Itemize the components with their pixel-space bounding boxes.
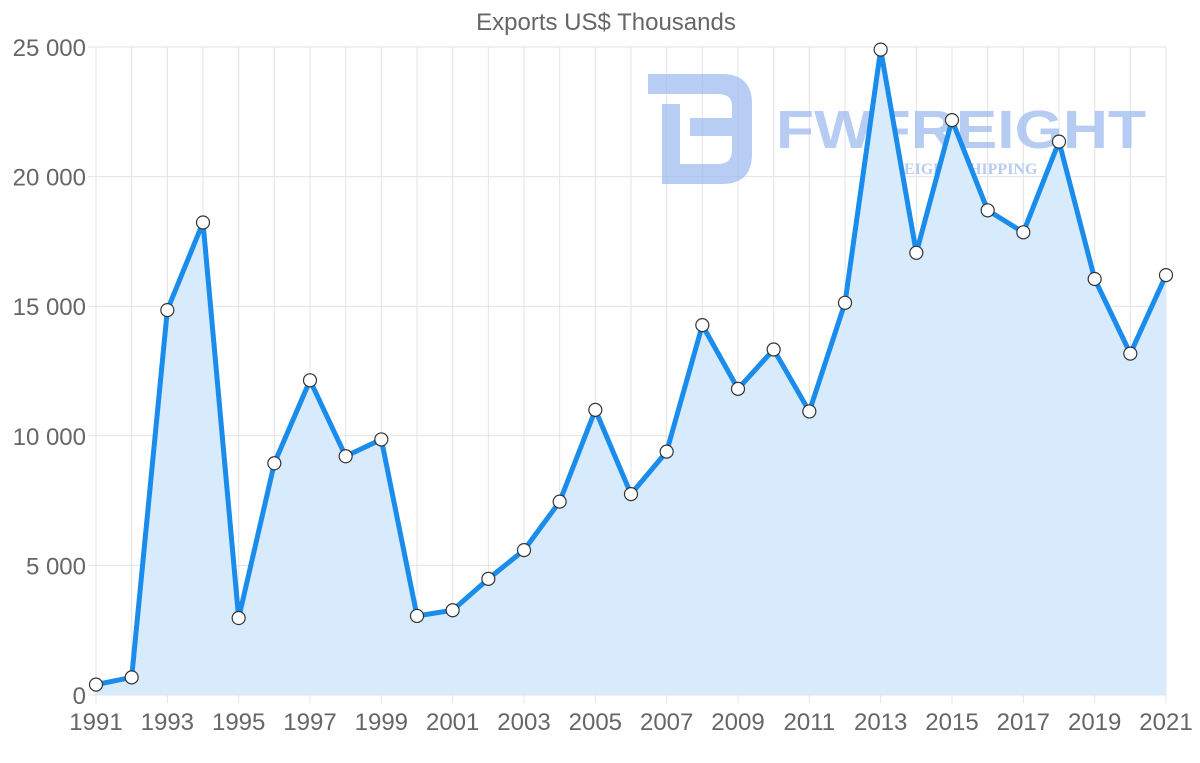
data-point-2000[interactable]	[409, 608, 425, 624]
data-point-2008[interactable]	[695, 318, 710, 333]
x-tick-label: 2013	[854, 709, 907, 736]
x-tick-label: 2005	[569, 709, 622, 736]
data-point-1997[interactable]	[302, 373, 318, 388]
x-tick-label: 1993	[141, 709, 194, 736]
data-point-2012[interactable]	[837, 295, 853, 310]
x-tick-label: 2003	[497, 709, 550, 736]
data-point-1994[interactable]	[195, 215, 211, 230]
x-tick-label: 2009	[711, 709, 764, 736]
x-tick-label: 1999	[355, 709, 408, 736]
data-point-1991[interactable]	[88, 677, 104, 692]
data-point-2002[interactable]	[481, 571, 496, 586]
x-tick-label: 1997	[283, 709, 336, 736]
exports-area	[96, 49, 1166, 696]
data-point-1998[interactable]	[338, 449, 353, 464]
data-point-2017[interactable]	[1016, 225, 1031, 240]
data-point-2018[interactable]	[1051, 134, 1067, 149]
x-tick-label: 1995	[212, 709, 265, 736]
y-tick-label: 5 000	[26, 553, 86, 580]
data-point-1995[interactable]	[231, 610, 246, 626]
data-point-1993[interactable]	[160, 302, 175, 318]
x-tick-label: 2015	[925, 709, 978, 736]
data-point-2004[interactable]	[552, 494, 567, 509]
data-point-2005[interactable]	[588, 402, 603, 417]
y-axis-ticks: 0 5 000 10 000 15 000 20 000 25 000	[13, 35, 86, 710]
y-tick-label: 0	[73, 683, 86, 710]
chart-title: Exports US$ Thousands	[476, 9, 736, 36]
data-point-2009[interactable]	[730, 381, 746, 396]
x-tick-label: 1991	[69, 709, 122, 736]
data-point-2010[interactable]	[766, 342, 781, 357]
x-tick-label: 2019	[1068, 709, 1121, 736]
y-tick-label: 20 000	[13, 165, 86, 192]
data-point-2021[interactable]	[1158, 267, 1174, 283]
data-point-2015[interactable]	[944, 112, 960, 128]
x-tick-label: 2021	[1139, 709, 1192, 736]
data-point-1992[interactable]	[124, 670, 139, 685]
data-point-2003[interactable]	[516, 543, 532, 558]
data-point-2016[interactable]	[980, 203, 995, 218]
data-points	[88, 42, 1174, 692]
data-point-2006[interactable]	[623, 487, 639, 502]
data-point-2020[interactable]	[1123, 346, 1138, 361]
data-point-2007[interactable]	[659, 444, 674, 459]
x-tick-label: 2011	[784, 709, 836, 736]
data-point-2013[interactable]	[873, 42, 888, 57]
x-axis-ticks: 1991 1993 1995 1997 1999 2001 2003 2005 2007 2009…	[69, 709, 1192, 736]
data-point-1996[interactable]	[267, 456, 282, 471]
fw-logo-icon	[648, 74, 752, 184]
y-tick-label: 15 000	[13, 294, 86, 321]
data-point-2001[interactable]	[445, 603, 460, 618]
x-tick-label: 2007	[640, 709, 693, 736]
data-point-1999[interactable]	[374, 432, 389, 447]
data-point-2019[interactable]	[1087, 271, 1102, 287]
y-tick-label: 10 000	[13, 424, 86, 451]
x-tick-label: 2001	[426, 709, 479, 736]
data-point-2014[interactable]	[909, 245, 924, 260]
data-point-2011[interactable]	[802, 404, 817, 419]
x-tick-label: 2017	[997, 709, 1050, 736]
y-tick-label: 25 000	[13, 35, 86, 62]
